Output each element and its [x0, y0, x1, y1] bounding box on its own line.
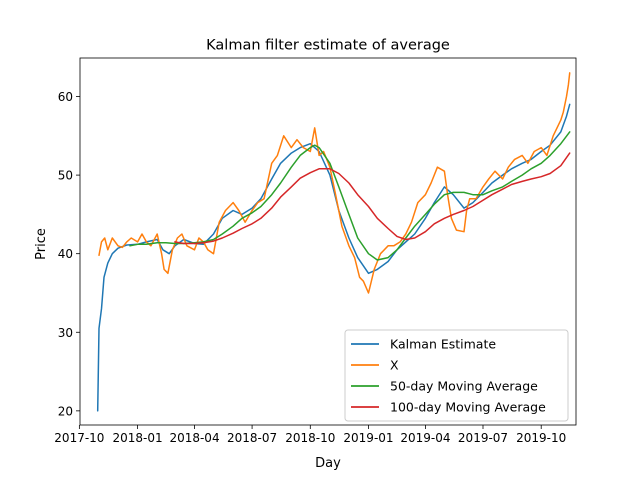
- chart-title: Kalman filter estimate of average: [206, 38, 450, 54]
- plot-frame: [79, 57, 577, 426]
- series-line-4: [174, 152, 571, 245]
- y-tick-label: 50: [58, 169, 73, 183]
- x-tick-label: 2019-10: [516, 431, 566, 445]
- y-tick-label: 30: [58, 326, 73, 340]
- series-line-3: [129, 131, 571, 261]
- x-tick-label: 2017-10: [54, 431, 104, 445]
- y-tick-label: 20: [58, 404, 73, 418]
- y-tick-label: 60: [58, 90, 73, 104]
- legend-box: [344, 329, 569, 422]
- x-tick-label: 2018-04: [169, 431, 219, 445]
- x-tick-label: 2019-07: [458, 431, 508, 445]
- legend-label-2: X: [390, 358, 399, 373]
- x-axis-ticks: 2017-10 2018-01 2018-04 2018-07 2018-10 2019-…: [54, 425, 566, 445]
- x-tick-label: 2018-07: [227, 431, 277, 445]
- x-axis-label: Day: [315, 456, 341, 471]
- y-axis-label: Price: [34, 228, 49, 260]
- y-tick-label: 40: [58, 247, 73, 261]
- series-layer: [96, 72, 571, 412]
- x-tick-label: 2019-01: [343, 431, 393, 445]
- x-tick-label: 2018-10: [285, 431, 335, 445]
- x-tick-label: 2019-04: [400, 431, 450, 445]
- y-axis-ticks: 20 30 40 50 60: [58, 90, 80, 418]
- legend-label-1: Kalman Estimate: [390, 337, 496, 352]
- x-tick-label: 2018-01: [113, 431, 163, 445]
- legend-label-4: 100-day Moving Average: [390, 400, 546, 415]
- series-line-1: [96, 103, 571, 412]
- legend: Kalman Estimate X 50-day Moving Average 100…: [344, 329, 569, 422]
- legend-label-3: 50-day Moving Average: [390, 379, 538, 394]
- legend-items: Kalman Estimate X 50-day Moving Average 100…: [351, 337, 546, 415]
